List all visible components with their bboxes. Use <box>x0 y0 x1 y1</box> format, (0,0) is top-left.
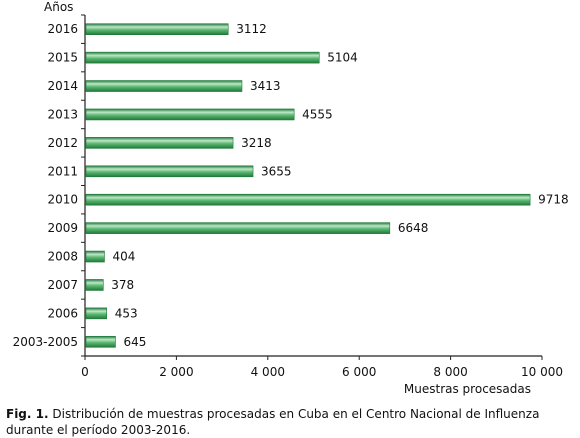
bar <box>85 108 295 121</box>
category-label: 2013 <box>47 107 78 121</box>
x-tick-label: 0 <box>81 365 89 379</box>
x-tick-label: 2 000 <box>159 365 193 379</box>
bar-chart: Años Muestras procesadas 2016 3112 2015 510… <box>13 0 569 396</box>
x-axis-title: Muestras procesadas <box>404 382 531 396</box>
bar <box>85 51 320 64</box>
bar <box>85 193 531 206</box>
bar-value-label: 453 <box>115 306 138 320</box>
category-label: 2007 <box>47 278 78 292</box>
x-tick-label: 8 000 <box>433 365 467 379</box>
bar-value-label: 3413 <box>250 79 281 93</box>
bar <box>85 335 116 348</box>
category-label: 2003-2005 <box>13 335 78 349</box>
bar-value-label: 5104 <box>327 51 358 65</box>
bar-value-label: 3655 <box>261 164 292 178</box>
category-label: 2010 <box>47 193 78 207</box>
x-tick-label: 4 000 <box>251 365 285 379</box>
category-label: 2012 <box>47 136 78 150</box>
figure-caption-label: Fig. 1. <box>6 407 49 421</box>
bar <box>85 137 234 149</box>
bar-value-label: 645 <box>123 335 146 349</box>
category-label: 2006 <box>47 306 78 320</box>
bar <box>85 250 105 263</box>
bar <box>85 279 104 291</box>
figure-caption-text: Distribución de muestras procesadas en C… <box>6 407 540 437</box>
category-label: 2014 <box>47 79 78 93</box>
category-label: 2009 <box>47 221 78 235</box>
bar-value-label: 3112 <box>236 22 267 36</box>
y-axis-title: Años <box>44 0 73 14</box>
bar <box>85 165 254 178</box>
bar-value-label: 404 <box>112 250 135 264</box>
bar <box>85 23 229 36</box>
bar <box>85 80 243 92</box>
x-tick-label: 10 000 <box>521 365 563 379</box>
bar-value-label: 6648 <box>398 221 429 235</box>
bar-value-label: 3218 <box>241 136 272 150</box>
category-label: 2008 <box>47 250 78 264</box>
bar <box>85 222 391 234</box>
category-label: 2016 <box>47 22 78 36</box>
x-tick-label: 6 000 <box>342 365 376 379</box>
bar <box>85 307 108 320</box>
bar-value-label: 4555 <box>302 107 333 121</box>
bar-value-label: 378 <box>111 278 134 292</box>
category-label: 2011 <box>47 164 78 178</box>
figure-caption: Fig. 1. Distribución de muestras procesa… <box>6 406 576 438</box>
bar-value-label: 9718 <box>538 193 569 207</box>
category-label: 2015 <box>47 51 78 65</box>
